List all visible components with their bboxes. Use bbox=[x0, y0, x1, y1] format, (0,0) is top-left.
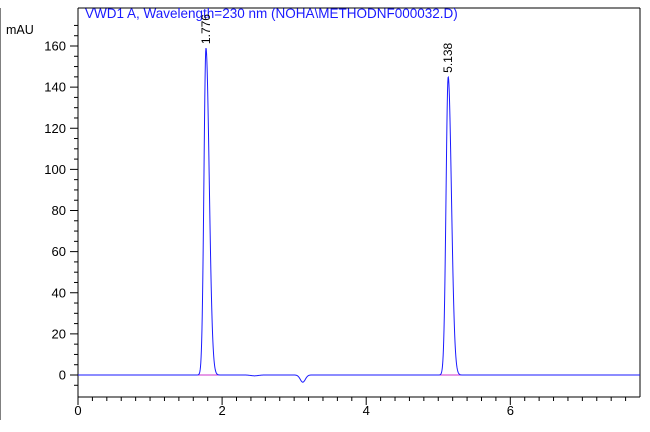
y-tick-label: 160 bbox=[44, 39, 66, 54]
peak-label: 5.138 bbox=[441, 42, 455, 72]
axes bbox=[77, 8, 640, 398]
y-tick-label: 120 bbox=[44, 121, 66, 136]
x-tick-label: 6 bbox=[507, 403, 514, 418]
chart-title: VWD1 A, Wavelength=230 nm (NOHA\METHODNF… bbox=[85, 6, 458, 21]
y-tick-label: 40 bbox=[52, 285, 66, 300]
y-tick-label: 100 bbox=[44, 162, 66, 177]
labels: VWD1 A, Wavelength=230 nm (NOHA\METHODNF… bbox=[6, 6, 458, 73]
y-tick-label: 80 bbox=[52, 203, 66, 218]
frame bbox=[0, 7, 641, 420]
ticks: 0 20 40 60 80 100 120 140 160 0 2 4 6 bbox=[44, 24, 627, 418]
x-tick-label: 2 bbox=[218, 403, 225, 418]
signal-trace bbox=[78, 47, 640, 383]
series bbox=[78, 47, 640, 383]
y-axis-unit-label: mAU bbox=[6, 23, 34, 37]
y-tick-label: 20 bbox=[52, 326, 66, 341]
y-tick-label: 140 bbox=[44, 80, 66, 95]
x-tick-label: 4 bbox=[363, 403, 370, 418]
y-tick-label: 60 bbox=[52, 244, 66, 259]
peak-label: 1.776 bbox=[199, 14, 213, 44]
y-tick-label: 0 bbox=[59, 368, 66, 383]
x-tick-label: 0 bbox=[74, 403, 81, 418]
